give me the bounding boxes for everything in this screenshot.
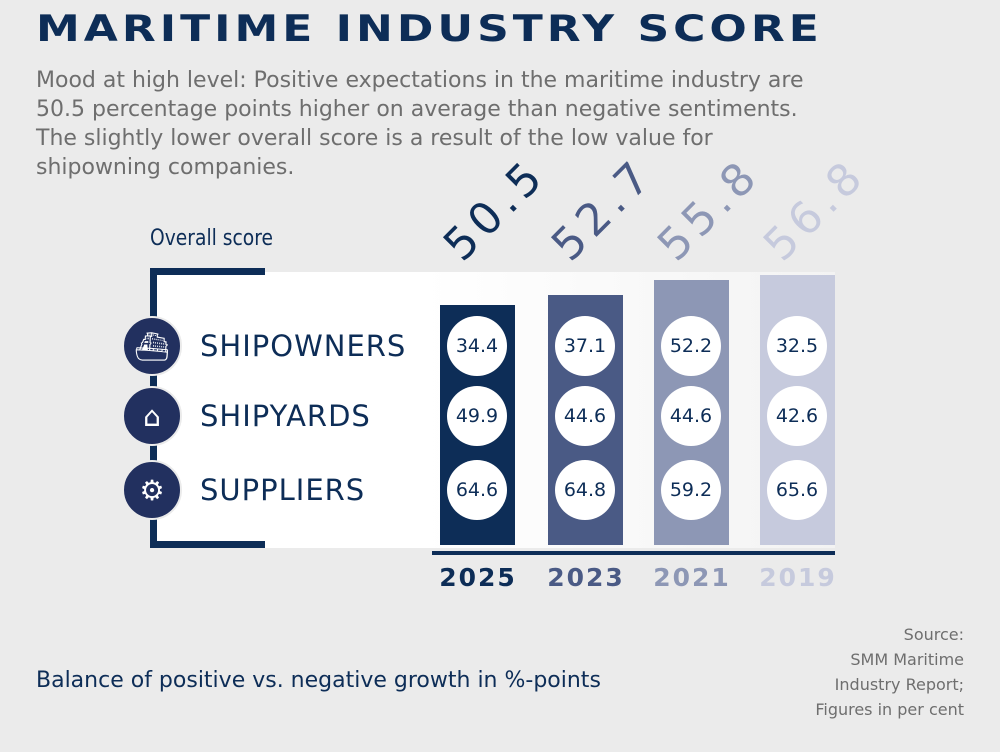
category-shipowners: ⛴ SHIPOWNERS <box>122 316 406 376</box>
year-label: 2025 <box>439 563 517 592</box>
value-label: 42.6 <box>767 386 827 446</box>
value-label: 32.5 <box>767 316 827 376</box>
year-label: 2019 <box>759 563 837 592</box>
category-suppliers: ⚙ SUPPLIERS <box>122 460 365 520</box>
value-label: 44.6 <box>555 386 615 446</box>
value-label: 59.2 <box>661 460 721 520</box>
value-label: 64.8 <box>555 460 615 520</box>
page-title: MARITIME INDUSTRY SCORE <box>36 8 823 50</box>
value-label: 64.6 <box>447 460 507 520</box>
source-line: Source: <box>903 625 964 644</box>
gears-icon: ⚙ <box>122 460 182 520</box>
category-label: SUPPLIERS <box>200 473 366 507</box>
source-line: Industry Report; <box>834 675 964 694</box>
overall-score-label: Overall score <box>150 226 274 251</box>
year-label: 2021 <box>653 563 731 592</box>
shipyard-icon: ⌂ <box>122 386 182 446</box>
ship-icon: ⛴ <box>122 316 182 376</box>
value-label: 44.6 <box>661 386 721 446</box>
value-label: 65.6 <box>767 460 827 520</box>
baseline <box>432 551 835 555</box>
value-label: 37.1 <box>555 316 615 376</box>
value-label: 34.4 <box>447 316 507 376</box>
note-text: Balance of positive vs. negative growth … <box>36 668 601 693</box>
source-line: Figures in per cent <box>815 700 964 719</box>
year-label: 2023 <box>547 563 625 592</box>
value-label: 49.9 <box>447 386 507 446</box>
category-label: SHIPOWNERS <box>200 329 407 363</box>
value-label: 52.2 <box>661 316 721 376</box>
intro-text: Mood at high level: Positive expectation… <box>36 68 804 180</box>
category-label: SHIPYARDS <box>200 399 371 433</box>
source-text: Source: SMM Maritime Industry Report; Fi… <box>815 622 964 722</box>
category-shipyards: ⌂ SHIPYARDS <box>122 386 371 446</box>
source-line: SMM Maritime <box>850 650 964 669</box>
